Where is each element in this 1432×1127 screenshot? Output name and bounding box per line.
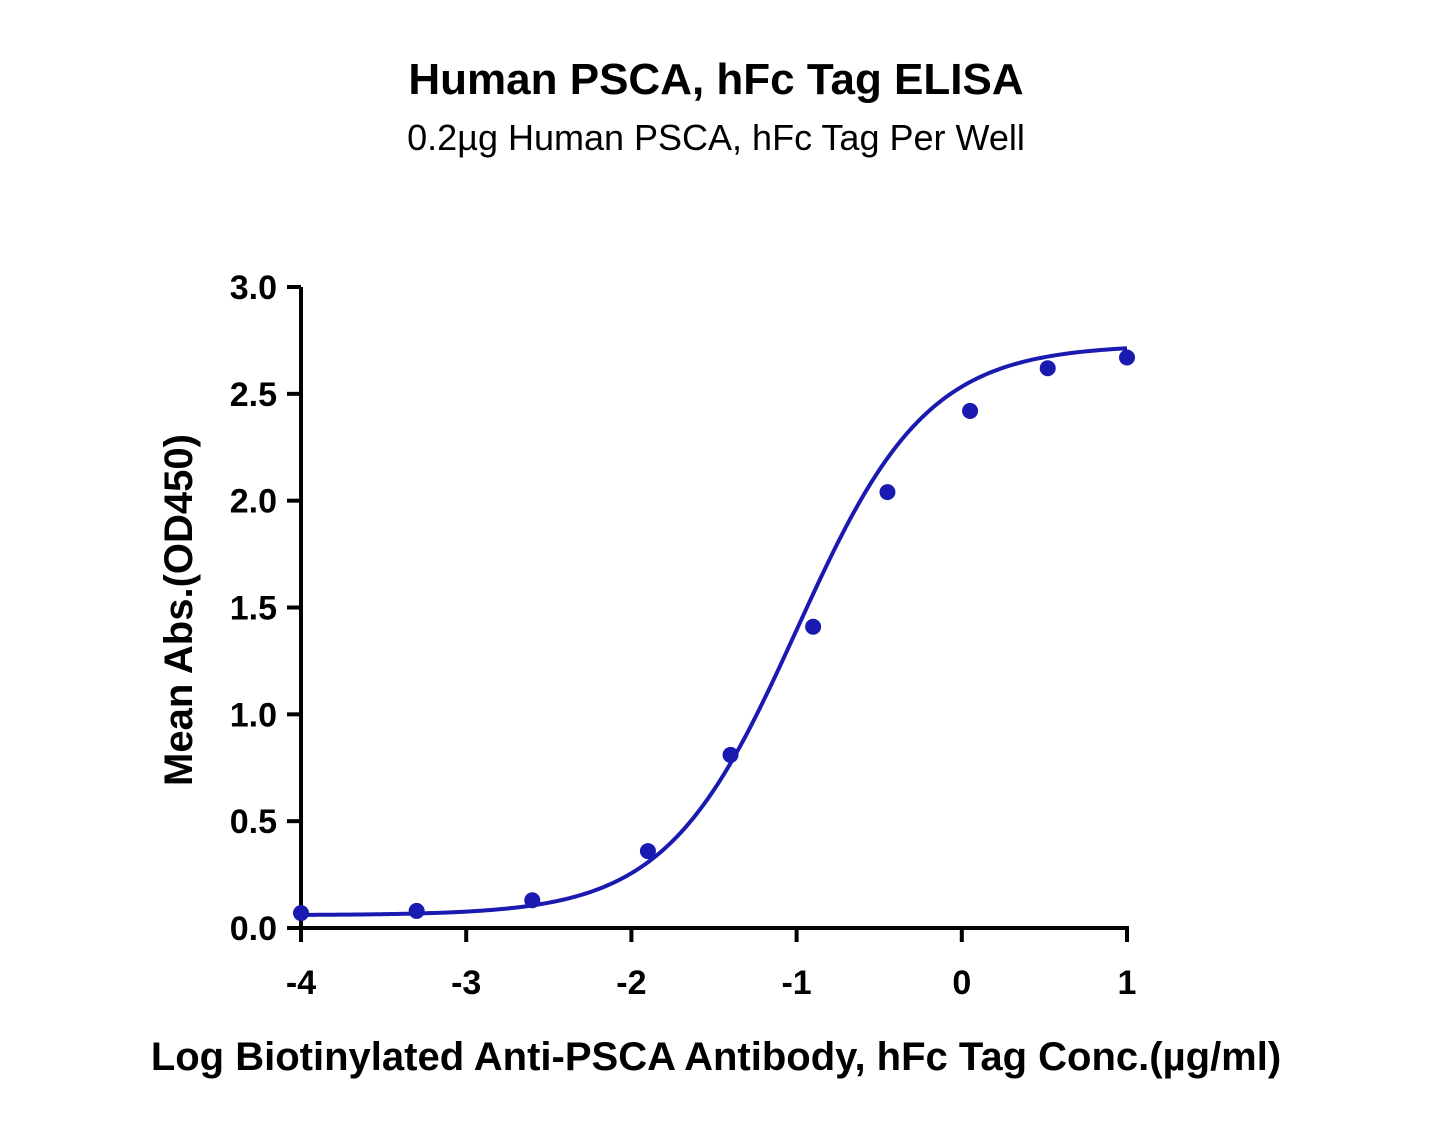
x-axis-ticks: -4 -3 -2 -1 0 1 — [286, 928, 1137, 1002]
y-tick-label: 1.0 — [230, 696, 277, 734]
y-axis-ticks: 0.0 0.5 1.0 1.5 2.0 2.5 3.0 — [230, 269, 301, 948]
x-tick-label: 0 — [952, 964, 971, 1002]
y-axis-label: Mean Abs.(OD450) — [157, 434, 201, 786]
data-point — [722, 746, 739, 763]
data-point — [408, 902, 425, 919]
x-axis-label: Log Biotinylated Anti-PSCA Antibody, hFc… — [151, 1035, 1281, 1079]
y-tick-label: 1.5 — [230, 590, 277, 628]
data-point — [1039, 360, 1056, 377]
data-point — [962, 402, 979, 419]
data-point — [639, 843, 656, 860]
data-point — [524, 892, 541, 909]
data-point — [805, 618, 822, 635]
y-tick-label: 2.5 — [230, 376, 277, 414]
data-point — [1119, 349, 1135, 366]
data-point — [879, 484, 896, 501]
x-tick-label: -1 — [781, 964, 811, 1002]
x-tick-label: -4 — [286, 964, 316, 1002]
y-tick-label: 0.0 — [230, 910, 277, 948]
x-tick-label: -2 — [616, 964, 646, 1002]
data-points — [293, 349, 1135, 922]
chart-subtitle: 0.2µg Human PSCA, hFc Tag Per Well — [407, 117, 1025, 158]
fit-curve-line — [300, 346, 1128, 917]
y-tick-label: 0.5 — [230, 803, 277, 841]
data-point — [293, 905, 309, 922]
y-tick-label: 3.0 — [230, 269, 277, 307]
x-tick-label: -3 — [451, 964, 481, 1002]
y-tick-label: 2.0 — [230, 483, 277, 521]
x-tick-label: 1 — [1118, 964, 1137, 1002]
chart-title: Human PSCA, hFc Tag ELISA — [408, 55, 1023, 104]
